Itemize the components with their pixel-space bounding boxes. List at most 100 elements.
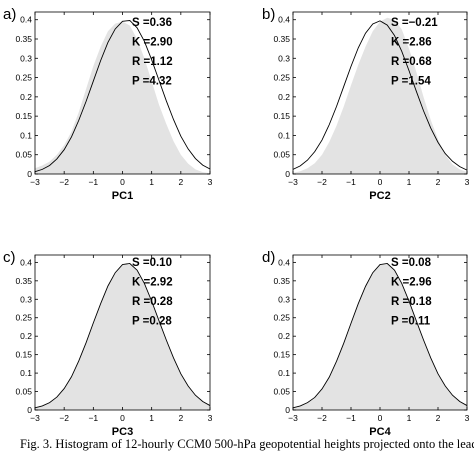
x-tick-label: −2 bbox=[317, 413, 327, 423]
x-tick-label: 1 bbox=[149, 413, 154, 423]
stat-k: K =2.86 bbox=[391, 37, 432, 49]
stat-s: S =0.36 bbox=[132, 17, 172, 29]
y-tick-label: 0.15 bbox=[273, 350, 290, 360]
y-tick-label: 0.05 bbox=[273, 387, 290, 397]
stat-s: S =0.10 bbox=[132, 257, 172, 269]
chart-panel-1: −3 −2 −1 0 1 2 3 0 0.05 0.1 0.15 0.2 0.25 0.3 0.35 0.4 a… bbox=[3, 6, 213, 202]
y-tick-label: 0.3 bbox=[278, 53, 290, 63]
figure-caption: Fig. 3. Histogram of 12-hourly CCM0 500-… bbox=[20, 437, 474, 451]
histogram-area bbox=[293, 17, 467, 174]
y-tick-label: 0.2 bbox=[20, 92, 32, 102]
x-tick-label: 1 bbox=[407, 413, 412, 423]
stat-r: R =0.18 bbox=[391, 296, 432, 308]
y-tick-label: 0.15 bbox=[15, 350, 32, 360]
x-tick-label: 1 bbox=[149, 177, 154, 187]
panel-label: d) bbox=[262, 249, 275, 266]
y-tick-label: 0.25 bbox=[273, 313, 290, 323]
x-tick-label: −3 bbox=[288, 177, 298, 187]
y-tick-label: 0.1 bbox=[278, 130, 290, 140]
x-tick-label: 3 bbox=[465, 177, 470, 187]
stat-p: P =0.28 bbox=[132, 316, 172, 328]
x-tick-label: −1 bbox=[346, 413, 356, 423]
y-tick-label: 0.25 bbox=[273, 73, 290, 83]
y-tick-label: 0.35 bbox=[273, 34, 290, 44]
stat-r: R =0.28 bbox=[132, 296, 173, 308]
y-tick-label: 0.25 bbox=[15, 73, 32, 83]
panel-label: a) bbox=[3, 6, 16, 23]
x-axis-label: PC4 bbox=[369, 426, 391, 438]
histogram-area bbox=[35, 264, 210, 410]
chart-panel-4: −3 −2 −1 0 1 2 3 0 0.05 0.1 0.15 0.2 0.25 0.3 0.35 0.4d… bbox=[262, 249, 470, 438]
y-tick-label: 0.2 bbox=[278, 331, 290, 341]
y-tick-label: 0.05 bbox=[15, 150, 32, 160]
stat-k: K =2.92 bbox=[132, 277, 173, 289]
stat-s: S =0.08 bbox=[391, 257, 432, 269]
y-tick-label: 0.1 bbox=[20, 368, 32, 378]
x-tick-label: −1 bbox=[88, 177, 98, 187]
y-tick-label: 0.35 bbox=[15, 276, 32, 286]
chart-panel-3: −3 −2 −1 0 1 2 3 0 0.05 0.1 0.15 0.2 0.25 0.3 0.35 0.4 c… bbox=[3, 249, 213, 438]
y-tick-label: 0.4 bbox=[20, 15, 32, 25]
y-tick-label: 0.2 bbox=[20, 331, 32, 341]
x-tick-label: 2 bbox=[436, 177, 441, 187]
stat-p: P =1.54 bbox=[391, 76, 431, 88]
gaussian-curve bbox=[292, 263, 468, 409]
y-tick-label: 0.25 bbox=[15, 313, 32, 323]
y-tick-label: 0 bbox=[27, 405, 32, 415]
y-tick-label: 0.4 bbox=[278, 15, 290, 25]
x-tick-label: −1 bbox=[346, 177, 356, 187]
x-tick-label: 3 bbox=[465, 413, 470, 423]
panel-label: b) bbox=[262, 6, 275, 23]
x-tick-label: 0 bbox=[120, 413, 125, 423]
x-tick-label: −1 bbox=[88, 413, 98, 423]
y-tick-label: 0.35 bbox=[273, 276, 290, 286]
x-tick-label: 0 bbox=[120, 177, 125, 187]
y-tick-label: 0 bbox=[27, 169, 32, 179]
y-tick-label: 0.4 bbox=[20, 257, 32, 267]
stat-s: S =−0.21 bbox=[391, 17, 438, 29]
x-tick-label: −2 bbox=[317, 177, 327, 187]
histogram-area bbox=[293, 263, 467, 410]
stat-k: K =2.90 bbox=[132, 37, 173, 49]
y-tick-label: 0.05 bbox=[15, 387, 32, 397]
y-tick-label: 0 bbox=[285, 405, 290, 415]
x-tick-label: 0 bbox=[378, 413, 383, 423]
y-tick-label: 0 bbox=[285, 169, 290, 179]
x-tick-label: 3 bbox=[208, 413, 213, 423]
y-tick-label: 0.3 bbox=[278, 294, 290, 304]
gaussian-curve bbox=[292, 20, 468, 171]
stat-r: R =1.12 bbox=[132, 56, 173, 68]
stat-p: P =4.32 bbox=[132, 76, 172, 88]
y-tick-label: 0.35 bbox=[15, 34, 32, 44]
x-axis-label: PC1 bbox=[112, 190, 133, 202]
x-axis-label: PC2 bbox=[369, 190, 390, 202]
y-tick-label: 0.2 bbox=[278, 92, 290, 102]
stat-p: P =0.11 bbox=[391, 316, 431, 328]
y-tick-label: 0.4 bbox=[278, 257, 290, 267]
x-tick-label: −2 bbox=[59, 177, 69, 187]
x-tick-label: 2 bbox=[178, 413, 183, 423]
chart-panel-2: −3 −2 −1 0 1 2 3 0 0.05 0.1 0.15 0.2 0.25 0.3 0.35 0.4b… bbox=[262, 6, 470, 202]
x-tick-label: 0 bbox=[378, 177, 383, 187]
y-tick-label: 0.05 bbox=[273, 150, 290, 160]
panel-label: c) bbox=[3, 249, 16, 266]
y-tick-label: 0.15 bbox=[273, 111, 290, 121]
y-tick-label: 0.1 bbox=[20, 130, 32, 140]
y-tick-label: 0.1 bbox=[278, 368, 290, 378]
x-tick-label: 1 bbox=[407, 177, 412, 187]
y-tick-label: 0.15 bbox=[15, 111, 32, 121]
stat-r: R =0.68 bbox=[391, 56, 432, 68]
y-tick-label: 0.3 bbox=[20, 53, 32, 63]
x-axis-label: PC3 bbox=[112, 426, 133, 438]
y-tick-label: 0.3 bbox=[20, 294, 32, 304]
stat-k: K =2.96 bbox=[391, 277, 432, 289]
gaussian-curve bbox=[34, 263, 211, 409]
x-tick-label: 3 bbox=[208, 177, 213, 187]
x-tick-label: −3 bbox=[288, 413, 298, 423]
x-tick-label: −2 bbox=[59, 413, 69, 423]
x-tick-label: −3 bbox=[30, 413, 40, 423]
x-tick-label: 2 bbox=[178, 177, 183, 187]
histogram-area bbox=[35, 21, 210, 174]
x-tick-label: −3 bbox=[30, 177, 40, 187]
